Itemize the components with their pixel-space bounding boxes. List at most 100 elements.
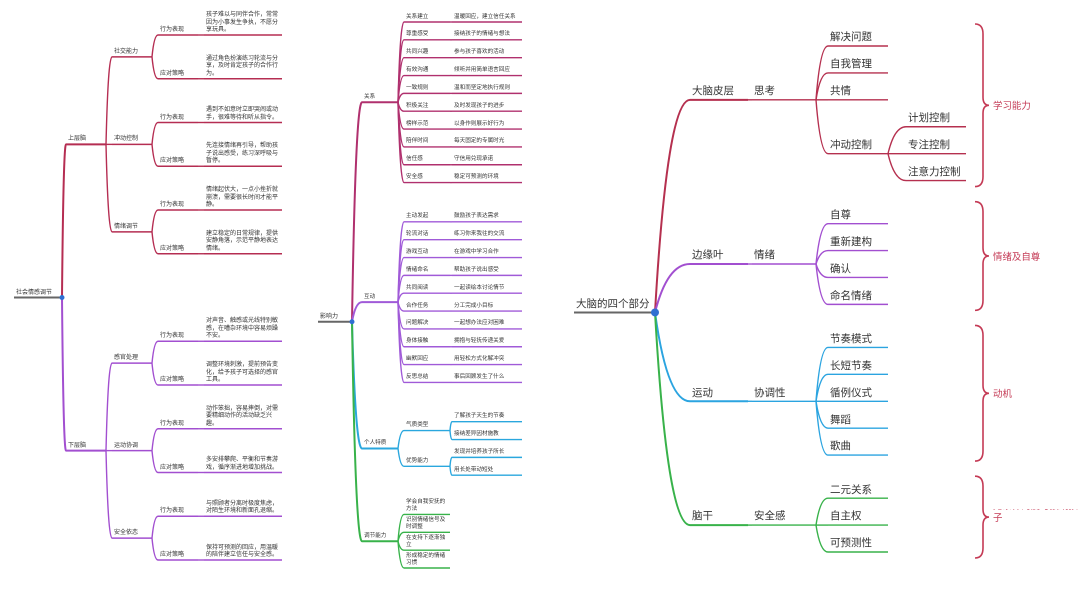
leaf-label-box: 一起想办法应对困难 (454, 320, 505, 327)
connector (397, 513, 405, 542)
leaf-label: 及时发现孩子的进步 (454, 102, 505, 109)
node-label-box: 行为表现 (160, 26, 184, 33)
node-label-box: 共同兴趣 (406, 49, 428, 55)
leaf-label-box: 通过角色扮演练习轮流与分享，及时肯定孩子的合作行为。 (206, 55, 278, 77)
node-label-box: 行为表现 (160, 332, 184, 339)
node-label-box: 调节能力 (364, 533, 386, 539)
connector (397, 102, 405, 184)
connector (397, 302, 405, 384)
connector (449, 430, 453, 441)
leaf-label: 拥抱与轻抚传递关爱 (454, 338, 505, 345)
connector (105, 362, 113, 451)
connector (815, 72, 829, 100)
leaf-label: 重新建构 (830, 235, 872, 248)
node-label: 共同阅读 (406, 284, 429, 291)
connector (351, 101, 363, 322)
connector (397, 448, 405, 467)
leaf-label: 先连接情绪再引导，帮助孩子说出感受，练习深呼吸与暂停。 (206, 142, 279, 165)
node-label-box: 情绪调节 (114, 223, 138, 230)
leaf-label: 歌曲 (830, 440, 851, 453)
connector (351, 301, 363, 322)
bracket-label-box: 动机 (993, 389, 1012, 400)
leaf-label-box: 动作笨拙，容易摔倒，对需要精细动作的活动缺乏兴趣。 (206, 405, 278, 427)
node-label: 行为表现 (160, 113, 185, 121)
leaf-label: 情绪起伏大，一点小挫折就崩溃，需要很长时间才能平静。 (206, 186, 279, 208)
leaf-label-box: 温暖回应，建立信任关系 (454, 13, 516, 20)
node-label-box: 感官处理 (114, 354, 138, 361)
connector (151, 209, 159, 232)
root-label: 大脑的四个部分 (576, 297, 650, 310)
leaf-label: 帮助孩子说出感受 (454, 266, 499, 273)
leaf-label: 了解孩子天生的节奏 (454, 413, 505, 420)
connector (351, 321, 363, 543)
leaf-label-box: 用长处带动短处 (454, 467, 493, 473)
node-label: 脑干 (692, 510, 713, 523)
leaf-label: 在游戏中学习合作 (454, 249, 499, 256)
connector (397, 541, 405, 569)
node-label: 情绪命名 (406, 266, 429, 273)
leaf-label-box: 事后回顾发生了什么 (454, 374, 504, 380)
leaf-label: 参与孩子喜欢的活动 (454, 49, 505, 56)
leaf-label: 温暖回应，建立信任关系 (454, 13, 516, 20)
leaf-label-box: 发现并培养孩子所长 (454, 449, 504, 455)
root-label-box: 影响力 (320, 313, 338, 320)
leaf-label: 解决问题 (830, 31, 872, 44)
leaf-label-box: 保持可预测的回应，用温暖的陪伴建立信任与安全感。 (206, 544, 278, 559)
leaf-label-box: 情绪起伏大，一点小挫折就崩溃，需要很长时间才能平静。 (206, 186, 279, 208)
leaf-label-box: 解决问题 (830, 31, 872, 44)
node-label-box: 情绪 (754, 249, 775, 261)
leaf-label: 用轻松方式化解冲突 (454, 356, 505, 363)
node-label-box: 积极关注 (406, 103, 428, 109)
bracket-label: 无条件的爱与接纳孩子 (993, 509, 1078, 525)
node-label: 合作任务 (406, 302, 429, 309)
node-label: 问题解决 (406, 320, 429, 327)
node-label-box: 行为表现 (160, 113, 185, 121)
node-label: 应对策略 (160, 157, 185, 165)
node-label-box: 安全感 (406, 174, 423, 180)
leaf-label: 一起想办法应对困难 (454, 320, 505, 327)
node-label: 关系建立 (406, 13, 429, 20)
leaf-label: 自尊 (830, 209, 851, 221)
connector (815, 249, 829, 265)
node-label: 大脑皮层 (692, 85, 734, 98)
leaf-label: 命名情绪 (830, 289, 872, 302)
leaf-label: 学会自我安抚的方法 (406, 499, 446, 512)
node-label-box: 运动 (692, 386, 713, 399)
leaf-label-box: 节奏模式 (830, 333, 872, 345)
leaf-label-box: 温和而坚定地执行规则 (454, 84, 510, 91)
leaf-label-box: 舞蹈 (830, 414, 851, 426)
node-label: 运动协调 (114, 441, 139, 449)
node-label: 运动 (692, 386, 713, 399)
connector (151, 363, 159, 386)
leaf-label: 共情 (830, 85, 851, 98)
connector (105, 450, 113, 539)
leaf-label: 温和而坚定地执行规则 (454, 84, 510, 91)
leaf-label-box: 一起读绘本讨论情节 (454, 285, 504, 291)
leaf-label: 自我管理 (830, 58, 872, 71)
leaf-label: 分工完成小目标 (454, 302, 494, 309)
connector (151, 538, 159, 561)
leaf-label: 倾听并用简单语言回应 (454, 67, 510, 74)
node-label-box: 大脑皮层 (692, 85, 734, 98)
bracket (974, 475, 990, 559)
leaf-label-box: 分工完成小目标 (454, 302, 494, 309)
connector (397, 74, 405, 103)
root-label-box: 社会情感调节 (16, 289, 52, 296)
leaf-label-box: 练习你来我往的交流 (454, 231, 505, 238)
leaf-label: 接纳孩子的情绪与想法 (454, 31, 510, 38)
node-label: 应对策略 (160, 376, 185, 383)
connector (815, 524, 829, 553)
leaf-label: 形成稳定的情绪习惯 (406, 552, 446, 566)
node-label-box: 行为表现 (160, 201, 184, 208)
node-label-box: 主动发起 (406, 213, 428, 219)
leaf-label-box: 拥抱与轻抚传递关爱 (454, 338, 505, 345)
node-label: 幽默回应 (406, 356, 429, 363)
connector (887, 153, 907, 182)
leaf-label: 自主权 (830, 510, 862, 523)
root-dot (349, 319, 355, 325)
leaf-label: 鼓励孩子表达需求 (454, 213, 499, 220)
leaf-label-box: 接纳孩子的情绪与想法 (454, 31, 510, 38)
node-label: 反思总结 (406, 373, 429, 380)
leaf-label: 孩子难以与同伴合作，常常因为小事发生争执，不愿分享玩具。 (206, 11, 279, 33)
leaf-label: 练习你来我往的交流 (454, 231, 505, 238)
